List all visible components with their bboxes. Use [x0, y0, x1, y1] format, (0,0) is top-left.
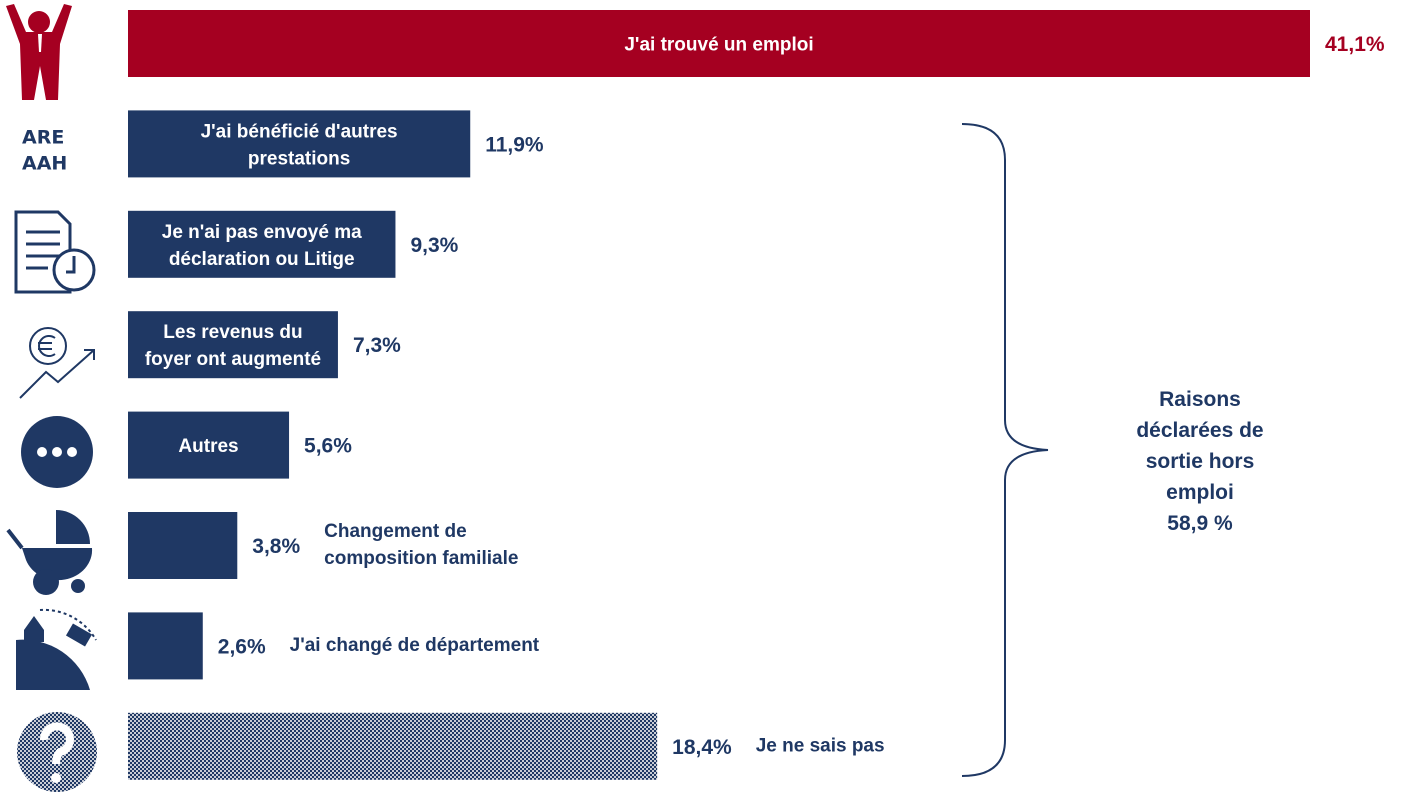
icon-house — [16, 608, 97, 690]
icon-question — [17, 712, 97, 792]
bar-label: Les revenus du foyer ont augmenté — [145, 322, 321, 370]
bar — [128, 712, 658, 780]
value-label: 9,3% — [410, 234, 458, 257]
bar — [128, 210, 396, 278]
bar — [128, 411, 290, 479]
value-label: 2,6% — [218, 635, 266, 658]
value-label: 18,4% — [672, 736, 732, 759]
bar-label: J'ai trouvé un emploi — [624, 35, 813, 56]
icon-document — [14, 210, 96, 294]
bar — [128, 110, 471, 178]
value-label: 11,9% — [485, 133, 544, 156]
value-label: 5,6% — [304, 435, 352, 458]
bar — [128, 311, 338, 379]
icon-dots — [21, 416, 93, 488]
bar — [128, 612, 203, 680]
brace — [961, 123, 1049, 777]
icon-text: ARE — [22, 127, 64, 149]
bar-label: Autres — [178, 436, 238, 457]
bar-label: Je n'ai pas envoyé ma déclaration ou Liti… — [162, 222, 362, 270]
icon-text: AAH — [22, 153, 67, 175]
bar-label: Changement de composition familiale — [324, 521, 518, 569]
bar — [128, 512, 238, 579]
value-label: 7,3% — [353, 334, 401, 357]
bar-label: J'ai changé de département — [290, 635, 540, 656]
bar-label: Je ne sais pas — [756, 735, 885, 756]
value-label: 3,8% — [252, 535, 300, 558]
icon-stroller — [6, 510, 93, 595]
annotation: Raisons déclarées de sortie hors emploi 58,9… — [1136, 388, 1263, 535]
bar — [128, 10, 1310, 77]
icon-euro — [19, 327, 95, 399]
icon-person — [6, 4, 72, 100]
value-label: 41,1% — [1325, 33, 1385, 56]
bar-label: J'ai bénéficié d'autres prestations — [201, 121, 398, 169]
